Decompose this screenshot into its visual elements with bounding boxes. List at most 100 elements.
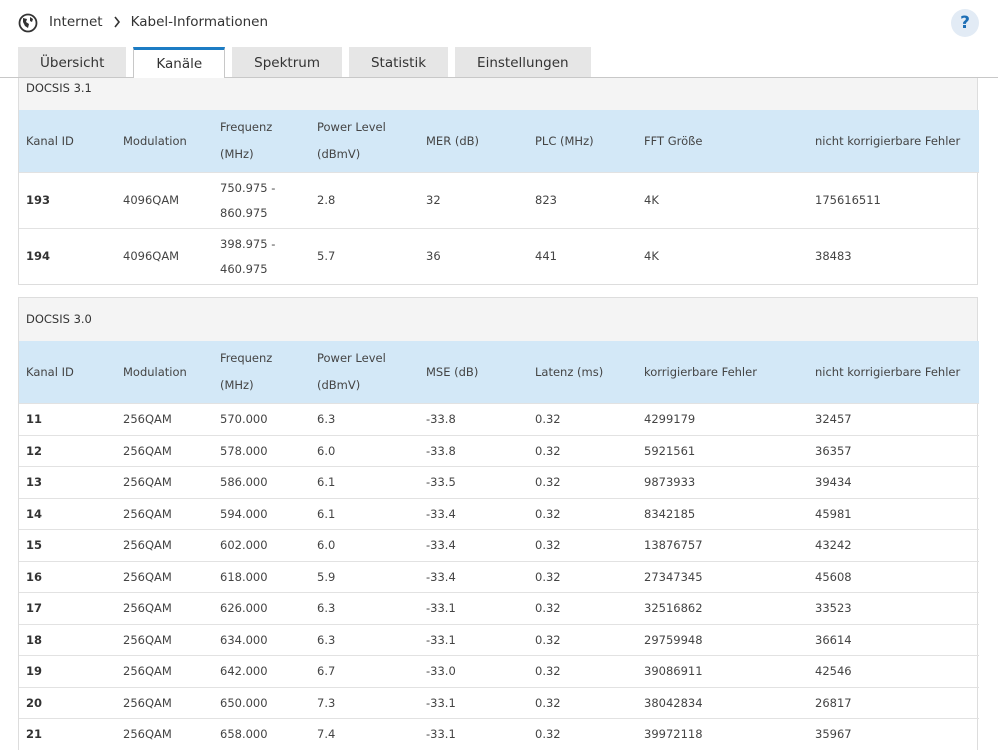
table-cell: 626.000 (213, 592, 310, 624)
table-row: 193 4096QAM 750.975 - 860.975 2.8 32 823 4K 175… (19, 172, 979, 229)
tab[interactable]: Einstellungen (455, 47, 591, 77)
tab[interactable]: Kanäle (133, 47, 226, 78)
table-cell: 0.32 (528, 403, 637, 435)
table-cell: 256QAM (116, 434, 213, 467)
table-body: 193 4096QAM 750.975 - 860.975 2.8 32 823 4K 175… (19, 172, 979, 284)
table-cell: 4K (637, 172, 808, 229)
table-cell: 0.32 (528, 623, 637, 656)
tab[interactable]: Übersicht (18, 47, 127, 77)
table-cell: 33523 (808, 592, 979, 624)
table-cell: 0.32 (528, 529, 637, 561)
section: DOCSIS 3.0 Kanal ID Modulation Frequenz (MH… (18, 297, 979, 750)
table-cell: 256QAM (116, 718, 213, 750)
table-cell: 5.7 (310, 228, 419, 284)
breadcrumb: Internet Kabel-Informationen (49, 14, 268, 30)
table-cell: 578.000 (213, 434, 310, 467)
table-cell: 45608 (808, 560, 979, 593)
column-header: Frequenz (MHz) (213, 110, 310, 173)
table-cell: 0.32 (528, 686, 637, 719)
globe-icon (18, 13, 38, 33)
table-cell: 9873933 (637, 466, 808, 498)
table-cell: 6.1 (310, 497, 419, 530)
table-row: 12 256QAM 578.000 6.0 -33.8 0.32 5921561 36357 (19, 434, 979, 467)
table-cell: 36614 (808, 623, 979, 656)
table-cell: 175616511 (808, 172, 979, 229)
table-cell: 0.32 (528, 718, 637, 750)
table-cell: 18 (19, 623, 116, 656)
table-cell: 14 (19, 497, 116, 530)
table-cell: 21 (19, 718, 116, 750)
column-header: korrigierbare Fehler (637, 341, 808, 404)
table-cell: 39972118 (637, 718, 808, 750)
table-row: 13 256QAM 586.000 6.1 -33.5 0.32 9873933 39434 (19, 466, 979, 498)
table-cell: 39086911 (637, 655, 808, 687)
table-row: 21 256QAM 658.000 7.4 -33.1 0.32 39972118 35967 (19, 718, 979, 750)
table-cell: 38042834 (637, 686, 808, 719)
table-cell: 36357 (808, 434, 979, 467)
table-cell: 0.32 (528, 592, 637, 624)
breadcrumb-item[interactable]: Internet (49, 14, 103, 30)
table-body: 11 256QAM 570.000 6.3 -33.8 0.32 4299179 32457 1… (19, 403, 979, 750)
table-cell: 594.000 (213, 497, 310, 530)
table-cell: 11 (19, 403, 116, 435)
help-button[interactable]: ? (951, 9, 979, 37)
table-head: Kanal ID Modulation Frequenz (MHz) Power Le… (19, 110, 979, 173)
column-header: Power Level (dBmV) (310, 341, 419, 404)
table-cell: -33.4 (419, 560, 528, 593)
table-cell: 32 (419, 172, 528, 229)
column-header: nicht korrigierbare Fehler (808, 110, 979, 173)
table-cell: 586.000 (213, 466, 310, 498)
table-head: Kanal ID Modulation Frequenz (MHz) Power Le… (19, 341, 979, 404)
table-cell: 39434 (808, 466, 979, 498)
breadcrumb-item: Kabel-Informationen (130, 14, 269, 30)
table-cell: 16 (19, 560, 116, 593)
table-cell: 19 (19, 655, 116, 687)
breadcrumb-separator (113, 16, 120, 28)
table-cell: -33.4 (419, 497, 528, 530)
header-row: Kanal ID Modulation Frequenz (MHz) Power Le… (19, 110, 979, 173)
table-cell: 256QAM (116, 686, 213, 719)
table-cell: 256QAM (116, 497, 213, 530)
tab[interactable]: Spektrum (232, 47, 342, 77)
table-cell: 13876757 (637, 529, 808, 561)
column-header: Frequenz (MHz) (213, 341, 310, 404)
table-cell: 36 (419, 228, 528, 284)
table-cell: 4K (637, 228, 808, 284)
table-cell: 2.8 (310, 172, 419, 229)
section-title: DOCSIS 3.1 (19, 78, 977, 110)
table-cell: 4299179 (637, 403, 808, 435)
section-title: DOCSIS 3.0 (19, 298, 977, 341)
table-cell: -33.1 (419, 592, 528, 624)
header-bar: Internet Kabel-Informationen ? Übersicht… (0, 0, 998, 78)
table-cell: 29759948 (637, 623, 808, 656)
table-cell: 750.975 - 860.975 (213, 172, 310, 229)
table-cell: 441 (528, 228, 637, 284)
column-header: MSE (dB) (419, 341, 528, 404)
table-cell: 27347345 (637, 560, 808, 593)
tab[interactable]: Statistik (348, 47, 449, 77)
table-cell: 20 (19, 686, 116, 719)
content: DOCSIS 3.1 Kanal ID Modulation Frequenz (MH… (18, 78, 979, 750)
channel-table: Kanal ID Modulation Frequenz (MHz) Power Le… (19, 341, 979, 750)
table-row: 194 4096QAM 398.975 - 460.975 5.7 36 441 4K 384… (19, 228, 979, 284)
table-row: 17 256QAM 626.000 6.3 -33.1 0.32 32516862 33523 (19, 592, 979, 624)
table-cell: 0.32 (528, 655, 637, 687)
table-cell: 5.9 (310, 560, 419, 593)
column-header: nicht korrigierbare Fehler (808, 341, 979, 404)
column-header: PLC (MHz) (528, 110, 637, 173)
table-cell: 256QAM (116, 623, 213, 656)
table-row: 16 256QAM 618.000 5.9 -33.4 0.32 27347345 45608 (19, 560, 979, 593)
table-cell: 42546 (808, 655, 979, 687)
column-header: FFT Größe (637, 110, 808, 173)
table-cell: 193 (19, 172, 116, 229)
table-cell: 256QAM (116, 529, 213, 561)
table-cell: 26817 (808, 686, 979, 719)
table-cell: 45981 (808, 497, 979, 530)
table-cell: 0.32 (528, 466, 637, 498)
table-cell: 5921561 (637, 434, 808, 467)
table-cell: 7.3 (310, 686, 419, 719)
table-cell: 32516862 (637, 592, 808, 624)
table-cell: 6.1 (310, 466, 419, 498)
